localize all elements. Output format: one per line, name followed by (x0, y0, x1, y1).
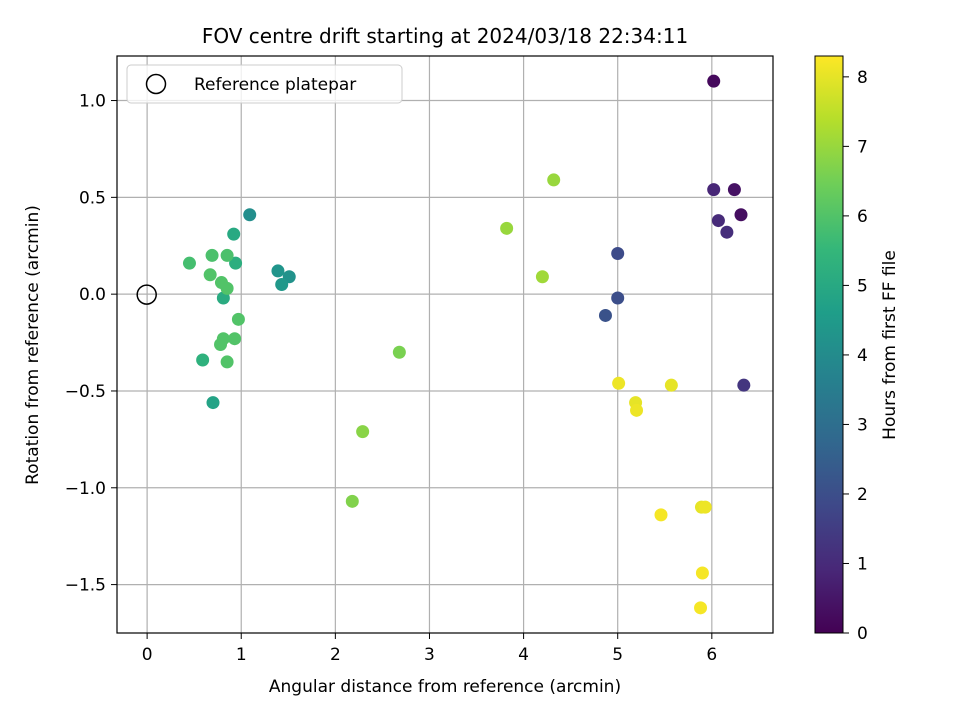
data-point (654, 508, 668, 522)
data-point (707, 183, 721, 197)
data-point (228, 332, 242, 346)
data-point (271, 264, 285, 278)
y-tick-label: −0.5 (65, 382, 106, 402)
colorbar-tick-label: 2 (857, 485, 868, 505)
data-point (182, 256, 196, 270)
x-tick-label: 6 (706, 645, 717, 665)
data-point (275, 277, 289, 291)
data-point (392, 345, 406, 359)
x-tick-label: 5 (612, 645, 623, 665)
data-point (205, 248, 219, 262)
colorbar-ticks: 0 1 2 3 4 5 6 7 8 (843, 68, 868, 644)
colorbar-label: Hours from first FF file (880, 250, 900, 440)
data-point (356, 425, 370, 439)
colorbar-tick-label: 5 (857, 276, 868, 296)
data-point (227, 227, 241, 241)
y-tick-label: 0.0 (79, 285, 106, 305)
data-point (611, 246, 625, 260)
data-point (698, 500, 712, 514)
x-tick-label: 1 (236, 645, 247, 665)
data-point (214, 338, 228, 351)
x-axis-label: Angular distance from reference (arcmin) (269, 677, 621, 697)
x-tick-label: 4 (518, 645, 529, 665)
data-points (182, 74, 751, 615)
y-tick-label: −1.0 (65, 479, 106, 499)
colorbar (814, 55, 844, 634)
legend-box (126, 64, 403, 104)
data-point (598, 308, 612, 322)
data-point (711, 214, 725, 228)
y-axis-ticks: −1.5 −1.0 −0.5 0.0 0.5 1.0 (65, 92, 117, 596)
x-tick-label: 0 (142, 645, 153, 665)
data-point (694, 601, 708, 615)
reference-platepar-marker (136, 284, 157, 305)
plot-frame (116, 55, 774, 634)
y-tick-label: 0.5 (79, 188, 106, 208)
data-point (203, 268, 217, 282)
x-axis-ticks: 0 1 2 3 4 5 6 (142, 633, 717, 665)
data-point (345, 494, 359, 508)
data-point (220, 281, 234, 295)
data-point (229, 256, 243, 270)
colorbar-tick-label: 7 (857, 137, 868, 157)
colorbar-tick-label: 1 (857, 554, 868, 574)
data-point (535, 270, 549, 284)
data-point (737, 378, 751, 392)
data-point (196, 353, 210, 367)
chart-title: FOV centre drift starting at 2024/03/18 … (202, 24, 688, 48)
colorbar-tick-label: 4 (857, 346, 868, 366)
x-tick-label: 2 (330, 645, 341, 665)
data-point (734, 208, 748, 222)
data-point (243, 208, 257, 222)
data-point (612, 376, 626, 390)
data-point (547, 173, 561, 187)
data-point (220, 355, 234, 369)
data-point (206, 396, 220, 410)
colorbar-tick-label: 0 (857, 624, 868, 644)
legend: Reference platepar (126, 64, 403, 104)
data-point (500, 221, 514, 235)
data-point (220, 248, 234, 262)
data-point (664, 378, 678, 392)
colorbar-tick-label: 6 (857, 207, 868, 227)
data-point (727, 183, 741, 197)
colorbar-tick-label: 3 (857, 415, 868, 435)
y-axis-label: Rotation from reference (arcmin) (23, 205, 43, 485)
data-point (611, 291, 625, 305)
colorbar-tick-label: 8 (857, 68, 868, 88)
x-tick-label: 3 (424, 645, 435, 665)
legend-label: Reference platepar (194, 75, 356, 95)
y-tick-label: 1.0 (79, 92, 106, 112)
data-point (695, 566, 709, 580)
data-point (630, 403, 644, 417)
data-point (720, 225, 734, 239)
legend-marker-icon (145, 73, 167, 95)
data-point (707, 74, 721, 88)
data-point (231, 312, 245, 326)
y-tick-label: −1.5 (65, 576, 106, 596)
